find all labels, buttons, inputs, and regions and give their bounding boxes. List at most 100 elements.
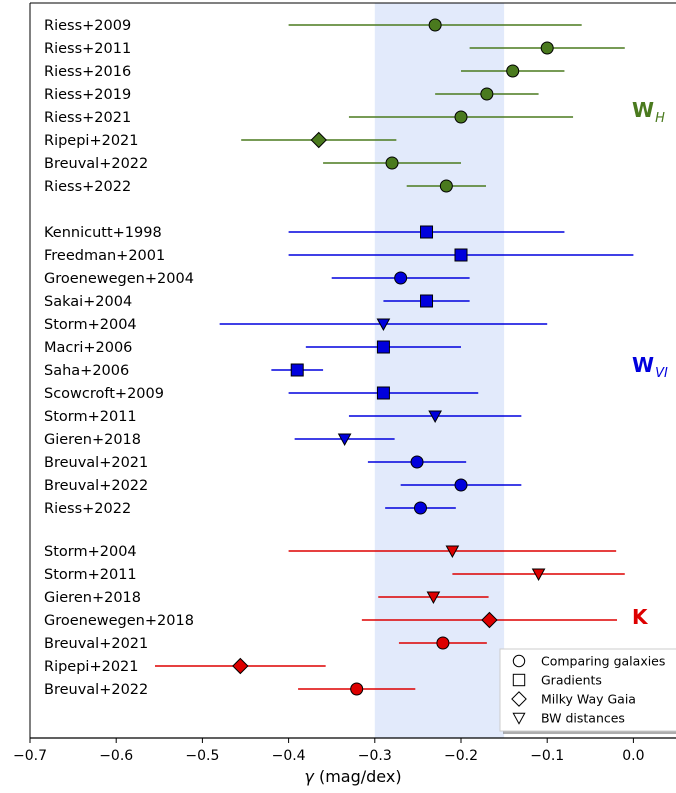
- data-point: [436, 636, 450, 650]
- data-point: [232, 657, 249, 675]
- legend-marker: [512, 654, 526, 668]
- data-point: [394, 271, 408, 285]
- row-label: Riess+2021: [44, 110, 131, 126]
- data-row: Gieren+2018: [44, 590, 489, 606]
- x-axis-label-unit: (mag/dex): [319, 767, 402, 786]
- row-label: Kennicutt+1998: [44, 225, 162, 241]
- row-label: Riess+2009: [44, 18, 131, 34]
- data-point: [410, 455, 424, 469]
- data-row: Storm+2011: [44, 409, 522, 425]
- x-axis-label: γ (mag/dex): [304, 767, 401, 786]
- plot-background: [30, 3, 676, 738]
- group-label: WVI: [632, 353, 668, 381]
- data-row: Groenewegen+2004: [44, 271, 470, 287]
- data-row: Riess+2022: [44, 501, 456, 517]
- legend-entry: Gradients: [512, 673, 602, 688]
- shaded-band: [374, 3, 505, 738]
- data-row: Ripepi+2021: [44, 657, 326, 675]
- data-row: Breuval+2021: [44, 455, 467, 471]
- legend-marker: [512, 712, 526, 725]
- group-label: K: [632, 605, 649, 629]
- data-row: Riess+2016: [44, 64, 565, 80]
- legend-marker: [512, 673, 526, 687]
- row-label: Riess+2022: [44, 179, 131, 195]
- legend: Comparing galaxies Gradients Milky Way Gai…: [499, 648, 676, 734]
- legend-entry: BW distances: [512, 711, 625, 726]
- row-label: Groenewegen+2018: [44, 613, 194, 629]
- row-label: Ripepi+2021: [44, 659, 139, 675]
- data-point: [540, 41, 554, 55]
- row-label: Breuval+2022: [44, 682, 148, 698]
- legend-label: Milky Way Gaia: [541, 692, 636, 707]
- data-point: [420, 294, 434, 308]
- x-tick-label: −0.3: [358, 748, 392, 764]
- x-tick-label: −0.4: [272, 748, 306, 764]
- row-label: Scowcroft+2009: [44, 386, 164, 402]
- data-point: [445, 545, 460, 559]
- row-label: Sakai+2004: [44, 294, 132, 310]
- data-point: [531, 568, 546, 582]
- data-point: [350, 682, 364, 696]
- data-row: Riess+2021: [44, 110, 574, 126]
- data-row: Breuval+2022: [44, 682, 416, 698]
- data-row: Storm+2004: [44, 317, 548, 333]
- data-row: Scowcroft+2009: [44, 386, 479, 402]
- data-row: Storm+2004: [44, 544, 617, 560]
- group-1: Riess+2009 Riess+2011 Riess+2016 Riess+2019…: [44, 18, 625, 195]
- data-row: Riess+2011: [44, 41, 625, 57]
- row-label: Breuval+2022: [44, 156, 148, 172]
- data-row: Gieren+2018: [44, 432, 395, 448]
- data-point: [385, 156, 399, 170]
- data-row: Sakai+2004: [44, 294, 470, 310]
- legend-label: BW distances: [541, 711, 625, 726]
- data-point: [420, 225, 434, 239]
- row-label: Breuval+2022: [44, 478, 148, 494]
- data-point: [439, 179, 453, 193]
- group-2: Kennicutt+1998 Freedman+2001 Groenewegen+2…: [44, 225, 634, 517]
- group-label-sub: H: [655, 111, 665, 126]
- group-label-main: K: [632, 605, 649, 629]
- row-label: Breuval+2021: [44, 636, 148, 652]
- row-label: Riess+2016: [44, 64, 131, 80]
- data-point: [310, 131, 327, 149]
- group-label: WH: [632, 98, 665, 126]
- data-point: [506, 64, 520, 78]
- data-row: Breuval+2022: [44, 478, 522, 494]
- data-point: [428, 18, 442, 32]
- group-label-main: W: [632, 98, 654, 122]
- x-tick-label: −0.1: [530, 748, 564, 764]
- row-label: Groenewegen+2004: [44, 271, 194, 287]
- data-row: Ripepi+2021: [44, 131, 397, 149]
- row-label: Storm+2011: [44, 567, 137, 583]
- x-tick-label: −0.5: [185, 748, 219, 764]
- row-label: Riess+2019: [44, 87, 131, 103]
- row-label: Saha+2006: [44, 363, 129, 379]
- legend-label: Gradients: [541, 673, 602, 688]
- data-point: [454, 110, 468, 124]
- row-label: Freedman+2001: [44, 248, 165, 264]
- data-row: Groenewegen+2018: [44, 611, 618, 629]
- row-label: Storm+2004: [44, 544, 137, 560]
- x-tick-label: −0.2: [444, 748, 478, 764]
- x-tick-label: −0.6: [99, 748, 133, 764]
- data-point: [454, 478, 468, 492]
- data-row: Kennicutt+1998: [44, 225, 565, 241]
- data-point: [337, 433, 352, 447]
- data-row: Storm+2011: [44, 567, 625, 583]
- data-row: Freedman+2001: [44, 248, 634, 264]
- row-label: Macri+2006: [44, 340, 132, 356]
- data-point: [290, 363, 304, 377]
- x-tick-label: −0.7: [13, 748, 47, 764]
- data-point: [480, 87, 494, 101]
- row-label: Riess+2022: [44, 501, 131, 517]
- x-tick-label: 0.0: [622, 748, 644, 764]
- data-point: [376, 340, 390, 354]
- row-label: Breuval+2021: [44, 455, 148, 471]
- data-point: [481, 611, 498, 629]
- data-row: Breuval+2021: [44, 636, 487, 652]
- data-row: Macri+2006: [44, 340, 461, 356]
- row-label: Gieren+2018: [44, 590, 141, 606]
- group-label-sub: VI: [655, 366, 668, 381]
